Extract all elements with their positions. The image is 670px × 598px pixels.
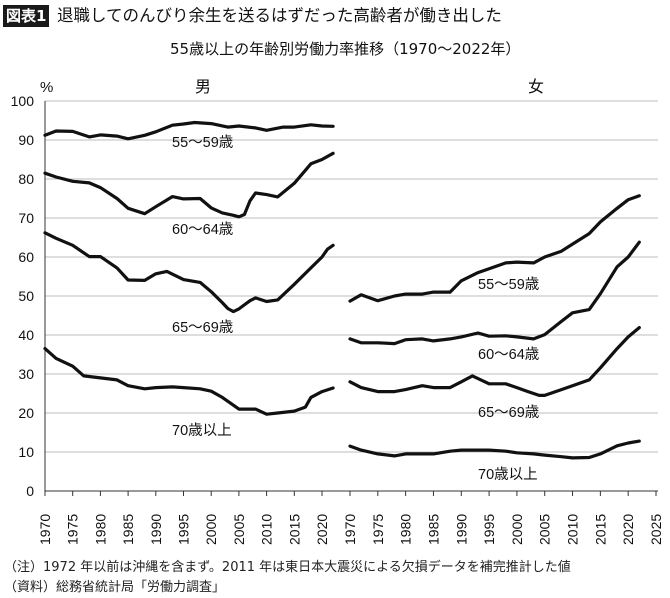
figure-badge: 図表1: [3, 5, 50, 27]
figure-title: 退職してのんびり余生を送るはずだった高齢者が働き出した: [57, 6, 502, 25]
series-line: [348, 326, 641, 397]
x-tick-label: 2020: [620, 514, 636, 545]
x-tick-label: 1975: [370, 514, 386, 545]
x-tick-label: 2015: [286, 514, 302, 545]
series-label: 60〜64歳: [478, 346, 539, 363]
series-line: [348, 194, 641, 303]
chart-subtitle: 55歳以上の年齢別労働力率推移（1970〜2022年）: [170, 40, 521, 58]
x-tick-label: 2005: [231, 514, 247, 545]
y-tick-label: 100: [11, 93, 35, 109]
x-tick-label: 1995: [481, 514, 497, 545]
y-tick-label: 40: [18, 327, 34, 343]
series-line: [43, 120, 335, 141]
series-label: 70歳以上: [172, 422, 232, 439]
x-tick-label: 1970: [342, 514, 358, 545]
series-label: 55〜59歳: [172, 134, 233, 151]
y-tick-label: 80: [18, 171, 34, 187]
x-tick-label: 2000: [509, 514, 525, 545]
y-tick-label: 70: [18, 210, 34, 226]
x-tick-label: 2015: [592, 514, 608, 545]
x-tick-label: 1995: [176, 514, 192, 545]
x-tick-label: 2020: [314, 514, 330, 545]
panel-label-female: 女: [528, 77, 544, 96]
x-tick-label: 2025: [648, 514, 664, 545]
x-tick-label: 2000: [203, 514, 219, 545]
y-tick-label: 50: [18, 288, 34, 304]
y-tick-label: 90: [18, 132, 34, 148]
y-axis-unit: %: [40, 79, 53, 96]
x-tick-label: 1980: [398, 514, 414, 545]
panel-label-male: 男: [195, 79, 211, 96]
x-tick-label: 1980: [92, 514, 108, 545]
x-tick-label: 1990: [148, 514, 164, 545]
source-note: （資料）総務省統計局「労働力調査」: [4, 580, 226, 595]
x-tick-label: 1975: [65, 514, 81, 545]
series-label: 55〜59歳: [478, 276, 539, 293]
footnote: （注）1972 年以前は沖縄を含まず。2011 年は東日本大震災による欠損データ…: [4, 560, 571, 575]
y-tick-label: 20: [18, 405, 34, 421]
series-label: 70歳以上: [478, 466, 538, 483]
x-tick-label: 1990: [453, 514, 469, 545]
y-tick-label: 60: [18, 249, 34, 265]
y-tick-label: 0: [26, 483, 34, 499]
x-tick-label: 1985: [120, 514, 136, 545]
x-tick-label: 2005: [537, 514, 553, 545]
series-line: [43, 231, 335, 314]
series-label: 60〜64歳: [172, 221, 233, 238]
series-label: 65〜69歳: [478, 404, 539, 421]
y-tick-label: 10: [18, 444, 34, 460]
x-tick-label: 1985: [425, 514, 441, 545]
series-line: [43, 151, 335, 219]
y-tick-label: 30: [18, 366, 34, 382]
series-label: 65〜69歳: [172, 319, 233, 336]
x-tick-label: 2010: [259, 514, 275, 545]
x-tick-label: 1970: [37, 514, 53, 545]
x-tick-label: 2010: [565, 514, 581, 545]
series-line: [348, 240, 641, 346]
series-line: [43, 347, 335, 416]
series-line: [348, 439, 641, 460]
